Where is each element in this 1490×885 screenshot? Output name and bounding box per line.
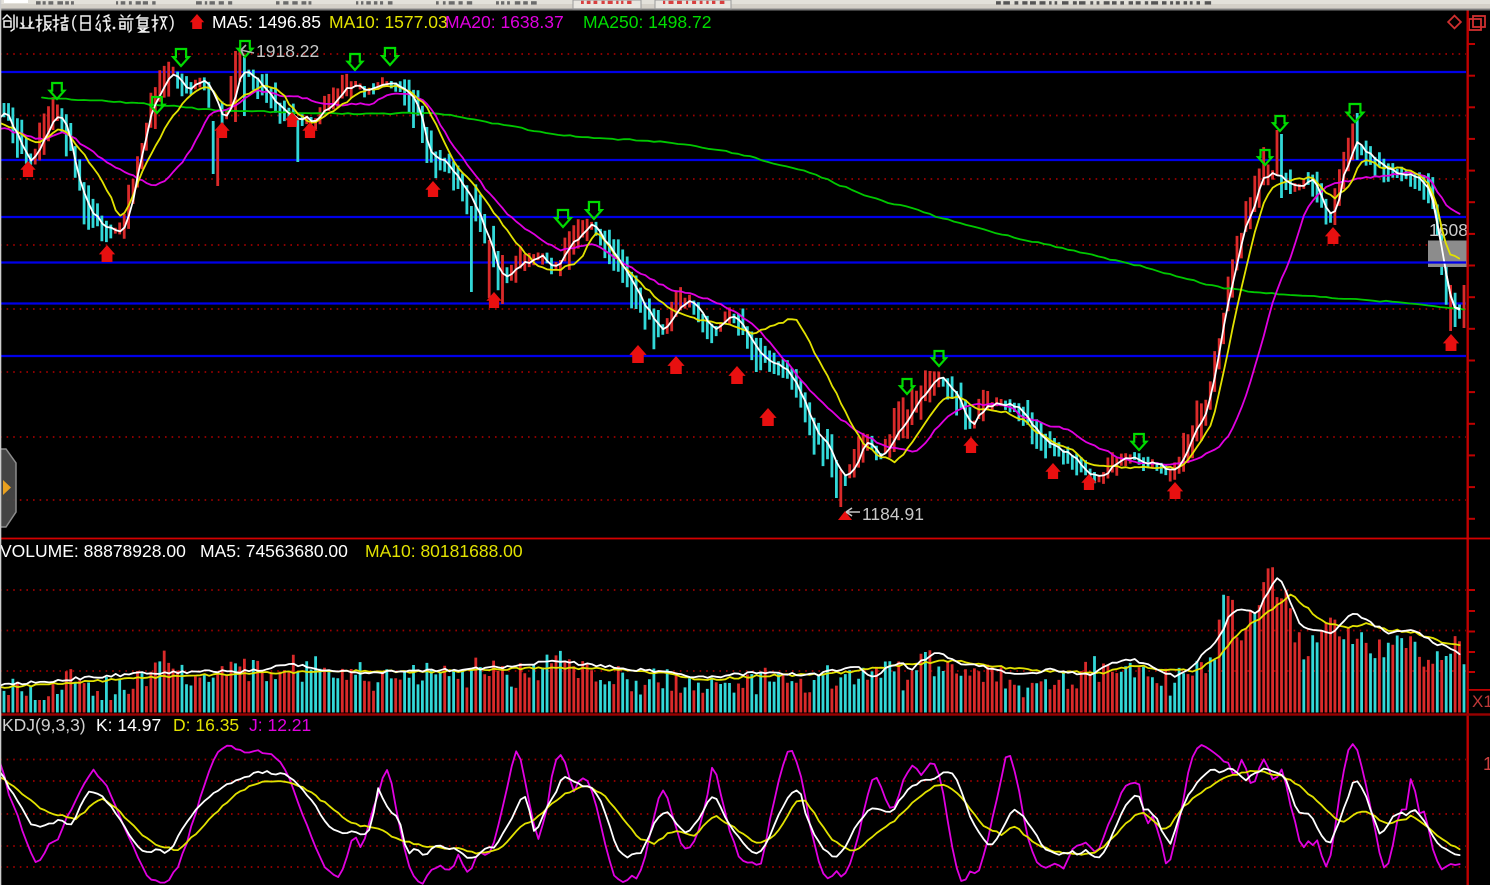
svg-text:MA250: 1498.72: MA250: 1498.72 — [583, 12, 711, 32]
svg-text:MA10: 80181688.00: MA10: 80181688.00 — [365, 541, 523, 561]
svg-text:J: 12.21: J: 12.21 — [249, 715, 311, 735]
svg-text:): ) — [169, 12, 175, 32]
svg-text:K: 14.97: K: 14.97 — [96, 715, 161, 735]
svg-text:MA5: 1496.85: MA5: 1496.85 — [212, 12, 321, 32]
svg-text:1: 1 — [1483, 754, 1490, 774]
svg-text:X1: X1 — [1472, 692, 1490, 711]
svg-text:MA10: 1577.03: MA10: 1577.03 — [329, 12, 448, 32]
svg-text:D: 16.35: D: 16.35 — [173, 715, 239, 735]
svg-text:1918.22: 1918.22 — [256, 41, 319, 61]
svg-text:(: ( — [71, 12, 77, 32]
svg-text:1184.91: 1184.91 — [862, 504, 924, 524]
svg-text:MA20: 1638.37: MA20: 1638.37 — [445, 12, 564, 32]
svg-text:VOLUME: 88878928.00: VOLUME: 88878928.00 — [0, 541, 186, 561]
svg-text:KDJ(9,3,3): KDJ(9,3,3) — [2, 715, 86, 735]
svg-text:MA5: 74563680.00: MA5: 74563680.00 — [200, 541, 348, 561]
svg-text:1608: 1608 — [1429, 220, 1468, 240]
